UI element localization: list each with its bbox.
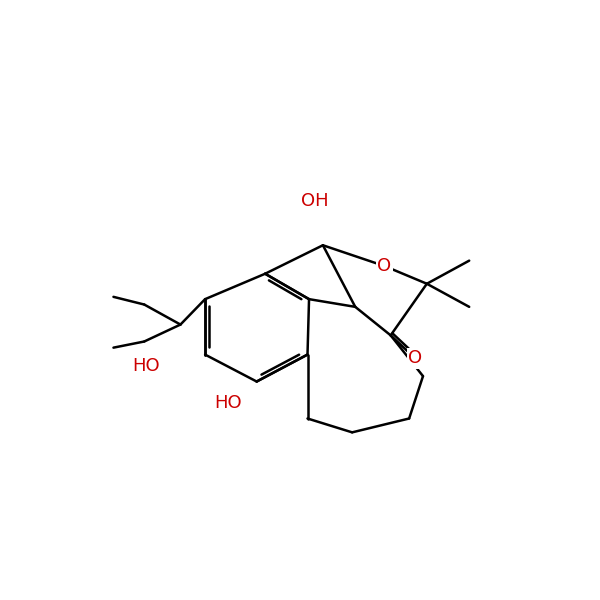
Text: OH: OH — [301, 193, 329, 211]
Text: HO: HO — [214, 394, 242, 412]
Text: O: O — [408, 349, 422, 367]
Text: HO: HO — [132, 357, 160, 375]
Text: O: O — [377, 257, 392, 275]
